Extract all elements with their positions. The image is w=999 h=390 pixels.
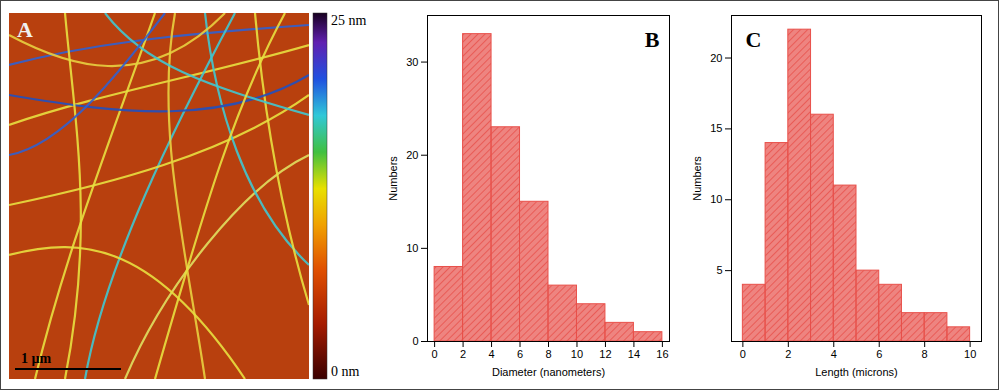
svg-text:10: 10 bbox=[710, 193, 722, 205]
svg-text:0: 0 bbox=[412, 335, 418, 347]
svg-text:Length (microns): Length (microns) bbox=[815, 366, 898, 378]
svg-text:6: 6 bbox=[876, 348, 882, 360]
svg-text:8: 8 bbox=[545, 348, 551, 360]
svg-text:10: 10 bbox=[571, 348, 583, 360]
svg-text:4: 4 bbox=[488, 348, 494, 360]
svg-text:0 nm: 0 nm bbox=[331, 364, 360, 379]
svg-text:6: 6 bbox=[517, 348, 523, 360]
svg-text:16: 16 bbox=[656, 348, 668, 360]
svg-text:5: 5 bbox=[716, 264, 722, 276]
svg-text:8: 8 bbox=[922, 348, 928, 360]
svg-text:C: C bbox=[746, 27, 762, 52]
svg-text:15: 15 bbox=[710, 122, 722, 134]
svg-text:14: 14 bbox=[628, 348, 640, 360]
svg-text:30: 30 bbox=[406, 56, 418, 68]
svg-text:20: 20 bbox=[406, 149, 418, 161]
svg-text:0: 0 bbox=[740, 348, 746, 360]
svg-text:1 µm: 1 µm bbox=[21, 351, 52, 366]
svg-text:25 nm: 25 nm bbox=[331, 13, 367, 28]
svg-text:Numbers: Numbers bbox=[691, 156, 703, 201]
svg-text:0: 0 bbox=[432, 348, 438, 360]
svg-text:Numbers: Numbers bbox=[387, 156, 399, 201]
svg-text:A: A bbox=[17, 17, 33, 42]
svg-text:12: 12 bbox=[599, 348, 611, 360]
svg-text:10: 10 bbox=[964, 348, 976, 360]
svg-text:2: 2 bbox=[460, 348, 466, 360]
svg-text:Diameter (nanometers): Diameter (nanometers) bbox=[492, 366, 605, 378]
svg-text:4: 4 bbox=[831, 348, 837, 360]
svg-text:20: 20 bbox=[710, 52, 722, 64]
svg-text:2: 2 bbox=[785, 348, 791, 360]
svg-text:B: B bbox=[645, 27, 660, 52]
svg-text:10: 10 bbox=[406, 242, 418, 254]
